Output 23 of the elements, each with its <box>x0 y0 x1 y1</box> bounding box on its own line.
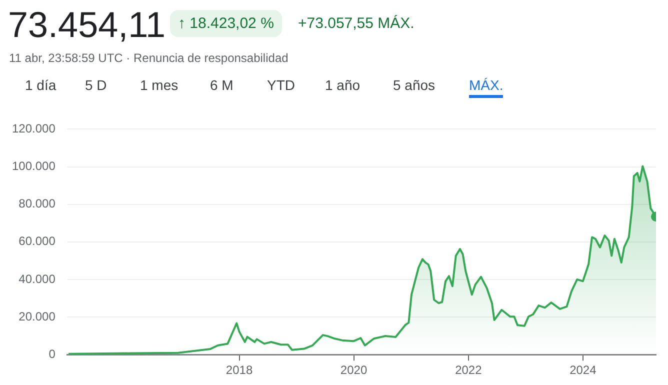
text: +73.057,55 MÁX. <box>298 15 414 32</box>
text: 1 día <box>25 77 56 93</box>
text: 1 año <box>325 77 360 93</box>
text: 5 D <box>85 77 107 93</box>
y-tick-label: 60.000 <box>18 234 56 248</box>
text: MÁX. <box>469 77 504 98</box>
chart-subtitle: 11 abr, 23:58:59 UTC · Renuncia de responsabilidad <box>9 51 288 65</box>
y-tick-label: 120.000 <box>12 122 56 136</box>
x-tick-label: 2024 <box>570 363 597 378</box>
x-tick-label: 2020 <box>340 363 368 378</box>
y-tick-label: 40.000 <box>18 272 56 286</box>
chart-title: 73.454,11 <box>8 4 166 46</box>
text: 6 M <box>210 77 234 93</box>
x-tick-label: 2018 <box>226 363 253 378</box>
text: YTD <box>267 77 295 93</box>
text: ↑ 18.423,02 % <box>170 10 282 37</box>
y-tick-label: 20.000 <box>18 309 56 324</box>
y-tick-label: 80.000 <box>18 196 56 211</box>
text: 5 años <box>393 77 436 93</box>
y-tick-label: 0 <box>48 346 56 361</box>
text: 1 mes <box>140 77 178 93</box>
x-tick-label: 2022 <box>455 363 482 378</box>
y-tick-label: 100.000 <box>12 159 56 174</box>
